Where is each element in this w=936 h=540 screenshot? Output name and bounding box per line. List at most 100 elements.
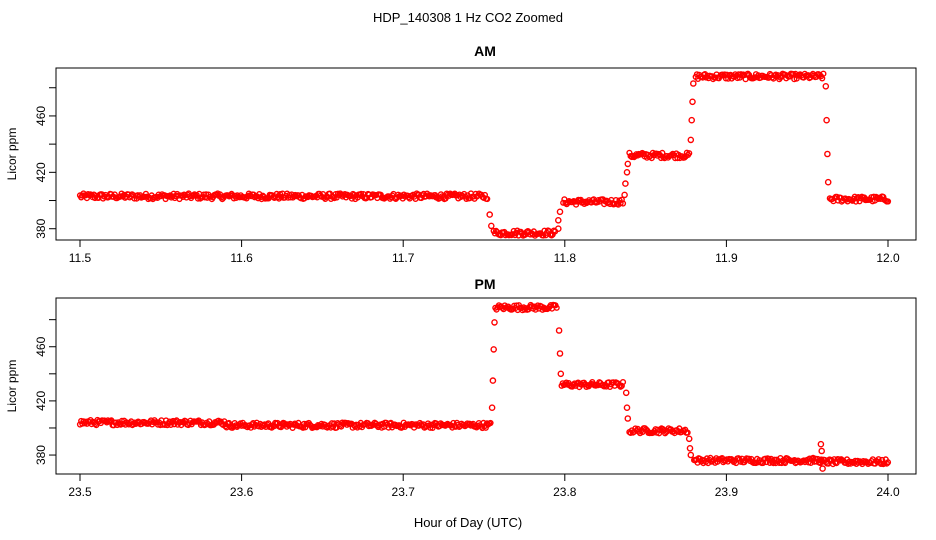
pm-point	[875, 456, 882, 463]
am-transition-point	[688, 116, 696, 124]
pm-point	[684, 429, 691, 436]
pm-transition-point	[557, 370, 565, 378]
figure-title: HDP_140308 1 Hz CO2 Zoomed	[373, 10, 563, 25]
pm-point	[884, 459, 892, 466]
pm-point	[247, 424, 255, 431]
am-ylabel: Licor ppm	[5, 128, 19, 181]
pm-points	[76, 301, 892, 472]
pm-transition-point	[491, 319, 498, 326]
am-transition-point	[622, 180, 629, 187]
pm-transition-point	[488, 404, 496, 412]
am-x-tick-label: 11.5	[69, 251, 92, 265]
am-transition-point	[690, 80, 697, 87]
am-y-axis: 380 420 460	[34, 87, 56, 239]
pm-transition-point	[819, 465, 826, 472]
am-point	[734, 74, 741, 82]
pm-point	[883, 460, 890, 467]
am-point	[722, 75, 730, 82]
pm-point	[860, 458, 867, 465]
am-x-tick-label: 12.0	[876, 251, 900, 265]
pm-x-tick-label: 23.7	[392, 485, 416, 499]
pm-y-axis: 380 420 460	[34, 319, 56, 465]
pm-panel: PM Licor ppm 23.5 23.6 23.7 23.8 23.9 24.0 38…	[5, 276, 917, 499]
pm-ylabel: Licor ppm	[5, 360, 19, 413]
am-point	[628, 153, 635, 161]
am-transition-point	[556, 208, 564, 216]
am-x-tick-label: 11.8	[554, 251, 577, 265]
pm-point	[836, 457, 844, 464]
am-point	[142, 190, 150, 197]
am-point	[292, 191, 299, 199]
pm-point	[398, 424, 405, 431]
pm-transition-point	[622, 389, 630, 397]
pm-transition-point	[817, 440, 825, 448]
pm-x-tick-label: 23.6	[230, 485, 254, 499]
am-y-tick-label: 380	[34, 218, 48, 238]
pm-y-tick-label: 380	[34, 445, 48, 465]
am-y-tick-label: 460	[34, 106, 48, 126]
am-point	[273, 190, 280, 198]
am-transition-point	[623, 168, 631, 176]
pm-point	[616, 382, 623, 389]
pm-transition-point	[687, 451, 695, 459]
pm-transition-point	[489, 377, 497, 384]
pm-point	[704, 460, 712, 467]
am-point	[619, 200, 627, 207]
pm-transition-point	[686, 444, 694, 452]
am-transition-point	[487, 222, 495, 230]
am-transition-point	[822, 83, 830, 90]
pm-plot-frame	[55, 297, 917, 475]
am-transition-point	[624, 160, 632, 168]
am-x-tick-label: 11.7	[392, 251, 415, 265]
pm-y-tick-label: 420	[34, 391, 48, 411]
am-x-tick-label: 11.9	[715, 251, 738, 265]
pm-x-tick-label: 23.9	[715, 485, 739, 499]
pm-transition-point	[818, 447, 826, 455]
pm-transition-point	[623, 404, 631, 412]
pm-transition-point	[556, 350, 564, 357]
pm-point	[487, 419, 494, 427]
am-transition-point	[555, 216, 562, 224]
am-point	[856, 198, 863, 205]
am-transition-point	[823, 116, 830, 124]
am-point	[287, 194, 294, 201]
pm-x-tick-label: 23.8	[553, 485, 577, 499]
pm-point	[655, 430, 663, 437]
pm-point	[619, 379, 627, 386]
am-x-axis: 11.5 11.6 11.7 11.8 11.9 12.0	[69, 240, 900, 265]
am-point	[612, 197, 620, 204]
pm-transition-point	[624, 415, 632, 422]
am-point	[852, 198, 860, 205]
pm-transition-point	[685, 435, 693, 443]
pm-transition-point	[555, 327, 563, 334]
pm-point	[483, 420, 491, 427]
pm-point	[339, 419, 346, 426]
am-y-tick-label: 420	[34, 162, 48, 182]
pm-point	[534, 302, 541, 309]
am-point	[884, 198, 892, 205]
pm-panel-title: PM	[475, 276, 496, 292]
am-transition-point	[621, 191, 628, 199]
am-point	[484, 195, 491, 203]
pm-transition-point	[490, 346, 498, 353]
pm-point	[417, 421, 425, 428]
pm-x-tick-label: 24.0	[876, 485, 900, 499]
am-panel: AM Licor ppm 11.5 11.6 11.7 11.8 11.9 12.0 38…	[5, 43, 917, 265]
am-point	[611, 200, 618, 208]
pm-x-tick-label: 23.5	[68, 485, 92, 499]
am-transition-point	[486, 211, 494, 218]
am-transition-point	[555, 225, 562, 232]
am-transition-point	[824, 150, 831, 158]
am-point	[617, 200, 624, 207]
am-point	[572, 201, 580, 208]
am-transition-point	[687, 136, 695, 144]
am-transition-point	[689, 98, 696, 106]
am-plot-frame	[55, 67, 917, 241]
pm-point	[553, 304, 560, 311]
am-points	[76, 70, 892, 239]
figure-xlabel: Hour of Day (UTC)	[414, 515, 522, 530]
pm-point	[225, 419, 233, 427]
pm-y-tick-label: 460	[34, 336, 48, 356]
am-panel-title: AM	[474, 43, 496, 59]
